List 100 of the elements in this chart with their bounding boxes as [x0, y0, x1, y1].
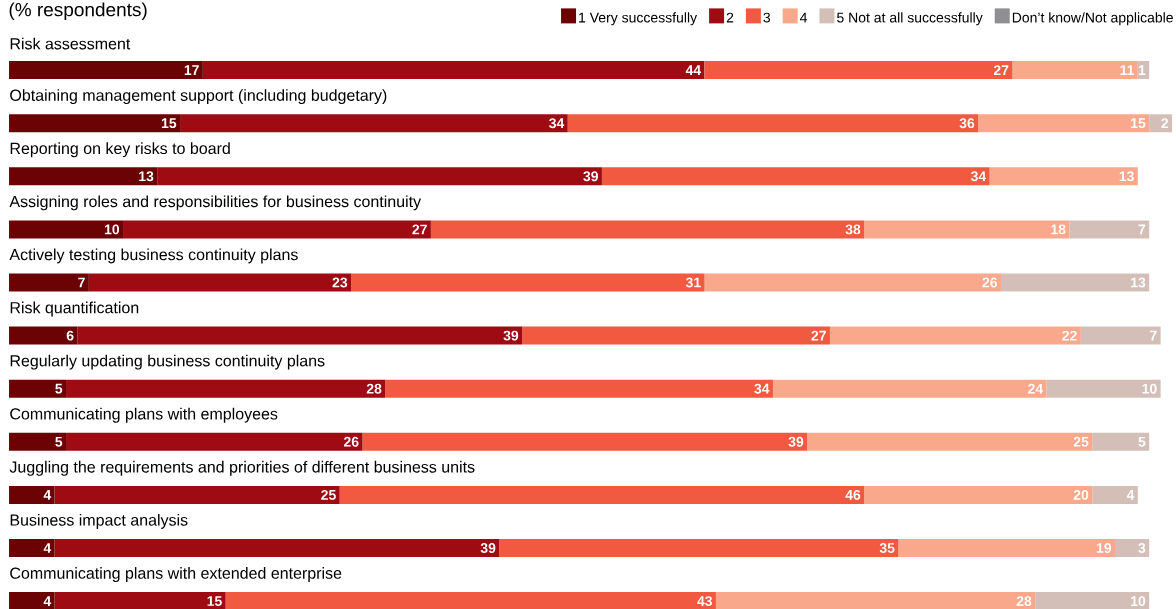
legend-label: Don’t know/Not applicable — [1012, 12, 1173, 26]
bar — [989, 167, 1138, 186]
bar — [9, 538, 55, 557]
data-label: 25 — [321, 489, 336, 500]
bar — [180, 114, 568, 133]
data-label: 15 — [161, 118, 177, 129]
bar — [9, 379, 67, 398]
legend-label: 5 Not at all successfully — [837, 12, 983, 26]
bar — [898, 538, 1115, 557]
bar — [772, 379, 1047, 398]
data-label: 7 — [1150, 330, 1157, 341]
legend-label: 3 — [763, 12, 771, 23]
legend-label: 2 — [726, 12, 734, 23]
bar — [601, 167, 990, 186]
y-tick-label: Juggling the requirements and priorities of different business units — [9, 460, 475, 476]
data-label: 3 — [1138, 543, 1146, 553]
bar — [157, 167, 602, 186]
data-label: 7 — [1138, 224, 1146, 235]
y-tick-label: Business impact analysis — [10, 513, 188, 529]
data-label: 44 — [685, 65, 702, 75]
y-tick-label: Risk quantification — [10, 301, 139, 317]
data-label: 5 — [1138, 436, 1146, 447]
bar — [864, 220, 1070, 239]
data-label: 15 — [207, 596, 222, 606]
data-label: 25 — [1073, 436, 1089, 447]
data-label: 46 — [845, 489, 861, 500]
data-label: 4 — [43, 490, 52, 500]
data-label: 10 — [104, 224, 120, 235]
bar — [1149, 114, 1172, 133]
data-label: 36 — [959, 118, 975, 129]
data-label: 2 — [1161, 118, 1169, 129]
data-label: 39 — [480, 543, 496, 553]
bar — [1115, 538, 1150, 557]
data-label: 20 — [1073, 489, 1089, 500]
bar — [9, 326, 78, 345]
legend-label: 1 Very successfully — [579, 12, 698, 26]
bar — [54, 592, 226, 609]
data-label: 4 — [1126, 490, 1135, 500]
data-label: 4 — [43, 543, 52, 553]
bar — [567, 114, 979, 133]
chart-subtitle: (% respondents) — [9, 2, 147, 21]
data-label: 23 — [332, 277, 348, 288]
data-label: 39 — [503, 330, 519, 341]
y-tick-label: Assigning roles and responsibilities for business continuity — [9, 195, 422, 211]
bar — [1012, 61, 1138, 80]
y-tick-label: Risk assessment — [10, 37, 131, 50]
data-label: 10 — [1131, 596, 1146, 607]
bar — [978, 114, 1150, 133]
data-label: 39 — [788, 436, 804, 447]
legend-label: 4 — [799, 12, 808, 23]
bar — [225, 592, 716, 609]
data-label: 27 — [412, 224, 427, 235]
data-label: 28 — [366, 383, 382, 394]
data-label: 13 — [1119, 171, 1134, 182]
data-label: 18 — [1051, 224, 1066, 235]
bar — [66, 432, 363, 451]
data-label: 34 — [970, 171, 987, 182]
bar — [1000, 273, 1150, 292]
bar — [202, 61, 705, 80]
bar — [9, 273, 89, 292]
data-label: 34 — [754, 383, 770, 394]
bar — [1069, 220, 1150, 239]
data-label: 15 — [1131, 118, 1146, 129]
bar — [807, 432, 1093, 451]
data-label: 27 — [993, 65, 1009, 75]
data-label: 35 — [879, 543, 895, 553]
bar — [499, 538, 899, 557]
data-label: 27 — [811, 330, 826, 341]
bar — [829, 326, 1081, 345]
data-label: 34 — [549, 118, 565, 129]
bar — [704, 273, 1001, 292]
data-label: 26 — [982, 277, 998, 288]
data-label: 13 — [139, 171, 154, 182]
y-tick-label: Obtaining management support (including budgetary) — [10, 89, 387, 105]
bar — [9, 220, 124, 239]
data-label: 11 — [1120, 65, 1135, 75]
bar — [9, 592, 55, 609]
data-label: 19 — [1096, 543, 1112, 553]
data-label: 22 — [1062, 330, 1077, 341]
data-label: 31 — [685, 277, 701, 288]
data-label: 43 — [697, 596, 713, 607]
bar — [88, 273, 352, 292]
data-label: 24 — [1028, 383, 1044, 394]
bar — [123, 220, 431, 239]
y-tick-label: Reporting on key risks to board — [10, 142, 230, 158]
bar — [522, 326, 830, 345]
y-tick-label: Communicating plans with employees — [10, 407, 278, 423]
data-label: 5 — [55, 436, 63, 447]
bar — [1046, 379, 1161, 398]
bar — [1035, 592, 1150, 609]
bar — [385, 379, 773, 398]
bar — [1092, 485, 1138, 504]
bar — [704, 61, 1013, 80]
data-label: 1 — [1138, 65, 1146, 75]
data-label: 4 — [43, 596, 52, 606]
bar — [9, 61, 203, 80]
data-label: 13 — [1131, 277, 1146, 288]
bar — [715, 592, 1036, 609]
bar — [430, 220, 865, 239]
bar — [864, 485, 1093, 504]
